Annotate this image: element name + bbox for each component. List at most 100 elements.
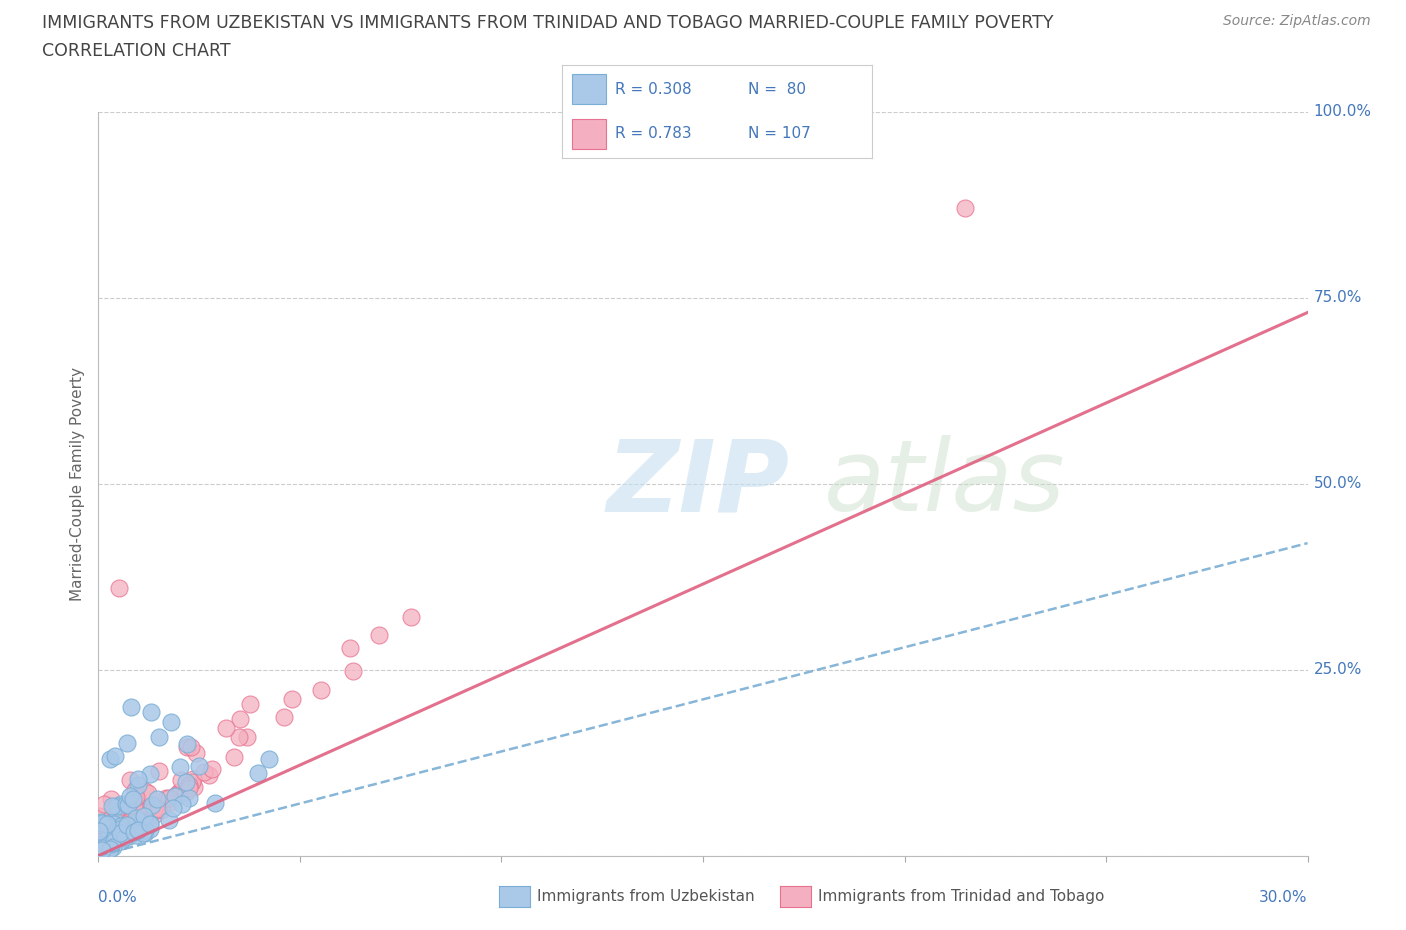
Point [100, 811, 122, 826]
Point [115, 796, 138, 811]
Point [90, 815, 112, 830]
Point [96, 817, 118, 831]
Point [157, 790, 180, 805]
Point [134, 826, 156, 841]
FancyBboxPatch shape [572, 119, 606, 149]
Text: 0.0%: 0.0% [98, 890, 138, 905]
Point [87, 823, 110, 838]
Point [149, 803, 172, 817]
Point [98, 751, 121, 766]
Point [93, 836, 115, 851]
Point [148, 729, 170, 744]
Text: 25.0%: 25.0% [1313, 662, 1362, 677]
Point [114, 816, 136, 830]
Point [122, 798, 145, 813]
Point [103, 833, 125, 848]
Point [117, 815, 139, 830]
Point [93, 796, 115, 811]
FancyBboxPatch shape [572, 74, 606, 104]
Point [273, 710, 295, 724]
Point [118, 825, 141, 840]
Point [108, 827, 131, 842]
Point [96, 841, 118, 856]
Point [114, 830, 136, 844]
Point [125, 828, 148, 843]
Text: atlas: atlas [824, 435, 1066, 532]
Text: R = 0.783: R = 0.783 [614, 126, 692, 141]
Point [105, 798, 128, 813]
Point [139, 822, 162, 837]
Text: N =  80: N = 80 [748, 82, 806, 97]
Point [114, 828, 136, 843]
Point [90, 839, 112, 854]
Point [162, 801, 184, 816]
Point [198, 768, 221, 783]
Point [90, 833, 112, 848]
Point [148, 801, 170, 816]
Point [174, 775, 197, 790]
Point [170, 772, 193, 787]
Point [127, 777, 149, 792]
Point [180, 739, 202, 754]
Point [114, 811, 136, 826]
Point [107, 818, 129, 833]
Point [94, 836, 117, 851]
Point [110, 829, 132, 844]
Point [131, 804, 153, 819]
Point [91, 838, 114, 853]
Point [90, 840, 112, 855]
Point [127, 814, 149, 829]
Point [110, 825, 132, 840]
Text: N = 107: N = 107 [748, 126, 811, 141]
Point [177, 780, 200, 795]
Point [122, 815, 145, 830]
Point [121, 791, 143, 806]
Point [118, 773, 141, 788]
Point [132, 813, 155, 828]
Point [181, 772, 204, 787]
Point [110, 818, 132, 833]
Point [110, 831, 132, 846]
Point [134, 822, 156, 837]
Point [110, 833, 132, 848]
Point [139, 704, 162, 719]
Point [96, 842, 118, 857]
Point [110, 797, 132, 812]
Point [193, 764, 215, 779]
Point [115, 809, 138, 824]
Point [342, 664, 364, 679]
Point [139, 817, 162, 831]
Point [93, 830, 115, 845]
Point [117, 798, 139, 813]
Point [91, 830, 114, 844]
Point [104, 749, 127, 764]
Point [107, 828, 129, 843]
Point [246, 766, 269, 781]
Point [89, 845, 111, 860]
Point [132, 826, 155, 841]
Point [90, 816, 112, 830]
Point [229, 711, 252, 726]
Text: Immigrants from Trinidad and Tobago: Immigrants from Trinidad and Tobago [818, 889, 1105, 904]
Point [108, 818, 131, 833]
Point [125, 819, 148, 834]
Point [111, 828, 134, 843]
Point [93, 841, 115, 856]
Point [103, 800, 125, 815]
Point [98, 832, 121, 847]
Point [91, 843, 114, 857]
Point [128, 806, 150, 821]
Point [128, 814, 150, 829]
Point [101, 840, 124, 855]
Point [127, 814, 149, 829]
Point [101, 816, 124, 830]
Point [146, 802, 169, 817]
Point [115, 817, 138, 832]
Point [121, 811, 143, 826]
Point [118, 816, 141, 830]
Point [87, 842, 110, 857]
Point [122, 824, 145, 839]
Point [120, 820, 142, 835]
Point [134, 799, 156, 814]
Point [228, 730, 250, 745]
